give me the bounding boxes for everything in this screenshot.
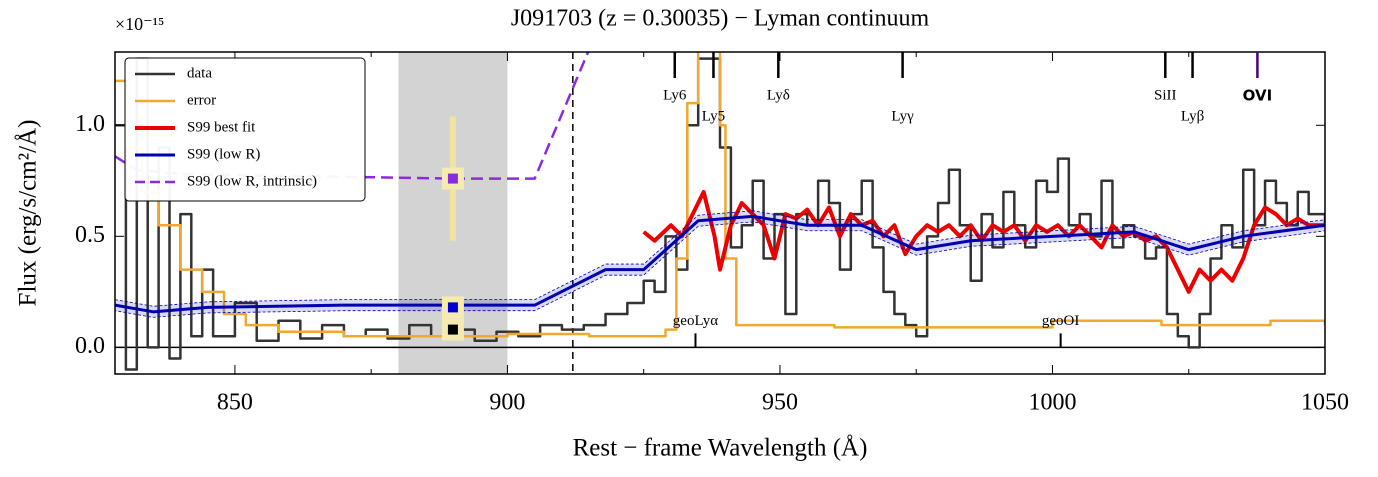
legend-label: data	[187, 65, 212, 81]
series-line	[115, 214, 1325, 314]
point	[447, 324, 458, 335]
x-tick-label: 950	[762, 390, 798, 416]
legend-label: S99 (low R)	[187, 146, 260, 162]
legend-label: S99 (low R, intrinsic)	[187, 173, 317, 189]
chart-title: J091703 (z = 0.30035) − Lyman continuum	[511, 6, 930, 32]
legend-label: error	[187, 92, 216, 108]
line-label: OVI	[1243, 87, 1273, 105]
y-tick-label: 0.0	[75, 333, 105, 359]
x-tick-label: 1050	[1301, 390, 1349, 416]
line-label: Lyγ	[891, 108, 914, 124]
line-label: SiII	[1154, 87, 1177, 103]
x-tick-label: 900	[489, 390, 525, 416]
y-tick-label: 1.0	[75, 111, 105, 137]
y-tick-label: 0.5	[75, 222, 105, 248]
x-axis-label: Rest − frame Wavelength (Å)	[573, 435, 868, 462]
line-label: Ly5	[702, 108, 725, 124]
y-axis-label: Flux (erg/s/cm²/Å)	[15, 120, 42, 307]
overlay: 850 900 950 1000 1050 0.0 0.5 1.0 Ly6 Ly5 Lyδ Lyγ Si…	[75, 51, 1349, 416]
x-tick-label: 1000	[1028, 390, 1076, 416]
legend-box	[124, 57, 366, 202]
series-line	[115, 52, 1325, 338]
x-tick-label: 850	[217, 390, 253, 416]
line-label: Lyβ	[1181, 108, 1204, 124]
axes-frame	[114, 51, 1326, 375]
point	[447, 302, 458, 313]
line-label: Lyδ	[767, 87, 790, 103]
geo-label: geoOI	[1042, 313, 1080, 329]
geo-label: geoLyα	[673, 313, 718, 329]
line-label: Ly6	[663, 87, 687, 103]
point	[447, 173, 458, 184]
offset-text: ×10⁻¹⁵	[115, 14, 164, 34]
legend-label: S99 best fit	[187, 119, 256, 135]
